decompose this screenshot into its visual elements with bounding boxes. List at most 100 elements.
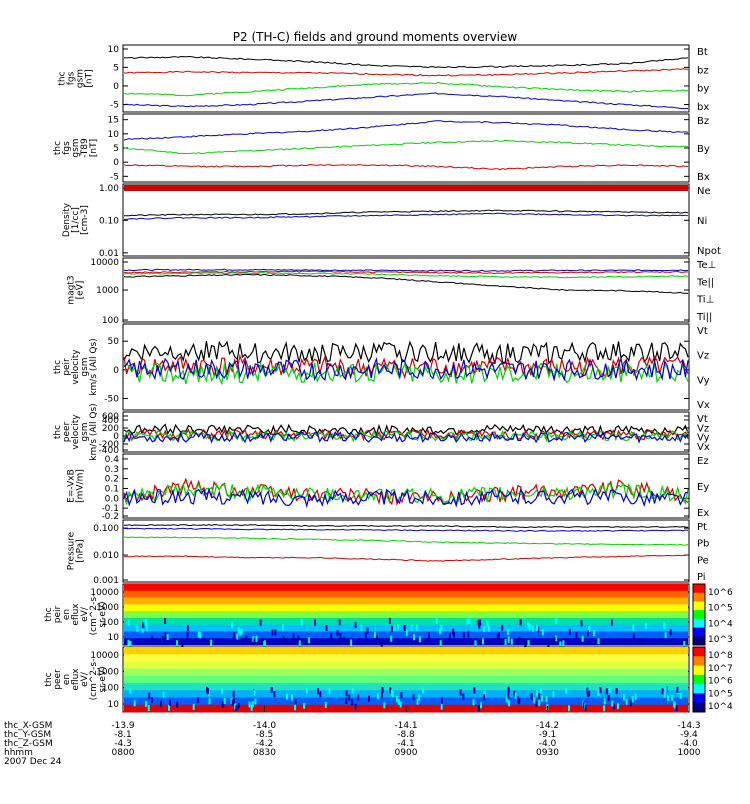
spectrogram-band [124, 697, 688, 706]
spectrogram-speck [251, 701, 254, 708]
spectrogram-speck [412, 634, 415, 641]
spectrogram-speck [669, 629, 672, 636]
spectrogram-speck [147, 705, 150, 712]
colorbar-segment [693, 584, 705, 594]
spectrogram-speck [440, 703, 443, 710]
panel-frame [122, 44, 690, 113]
spectrogram-speck [518, 637, 521, 644]
spectrogram-speck [397, 623, 400, 630]
spectrogram-speck [250, 704, 253, 711]
spectrogram-speck [545, 696, 548, 703]
spectrogram-speck [373, 631, 376, 638]
spectrogram-speck [290, 694, 293, 701]
series-line-Pi [123, 527, 689, 532]
spectrogram-speck [232, 690, 235, 697]
spectrogram-speck [507, 686, 510, 693]
spectrogram-speck [254, 698, 257, 705]
spectrogram-speck [129, 640, 132, 647]
spectrogram-speck [416, 698, 419, 705]
y-axis-label: E=-VxB [67, 469, 77, 503]
legend-entry: Ti⊥ [696, 295, 714, 306]
spectrogram-speck [422, 687, 425, 694]
colorbar-label: 10^5 [708, 689, 733, 699]
legend-entry: Ne [697, 186, 711, 197]
spectrogram-speck [239, 629, 242, 636]
panel-density: 1.00 0.10 0.01 Density [1/cc] [cm-3] Ne Ni Npot [62, 183, 721, 259]
spectrogram-speck [481, 638, 484, 645]
spectrogram-speck [230, 697, 233, 704]
spectrogram-speck [486, 620, 489, 627]
x-tick-label: -14.2 [536, 721, 559, 731]
spectrogram-speck [524, 641, 527, 648]
spectrogram-speck [679, 692, 682, 699]
colorbar-label: 10^7 [708, 664, 733, 674]
spectrogram-speck [611, 700, 614, 707]
spectrogram-speck [474, 640, 477, 647]
spectrogram-speck [282, 636, 285, 643]
x-tick-label: -8.1 [114, 730, 132, 740]
spectrogram-speck [568, 628, 571, 635]
colorbar-label: 10^4 [708, 619, 733, 629]
spectrogram-speck [527, 640, 530, 647]
series-line-Bx [123, 164, 689, 171]
spectrogram-speck [530, 693, 533, 700]
spectrogram-speck [292, 633, 295, 640]
legend-entry: Vz [697, 423, 709, 434]
colorbar-segment [693, 674, 705, 685]
spectrogram-speck [350, 639, 353, 646]
series-line-Vt [123, 340, 689, 365]
series-line-Npot [124, 212, 689, 220]
spectrogram-speck [399, 701, 402, 708]
y-tick-label: -400 [99, 446, 120, 456]
spectrogram-speck [531, 625, 534, 632]
spectrogram-speck [145, 625, 148, 632]
spectrogram-speck [252, 636, 255, 643]
spectrogram-speck [253, 689, 256, 696]
legend-entry: Vy [697, 375, 710, 386]
spectrogram-speck [176, 701, 179, 708]
spectrogram-speck [553, 637, 556, 644]
spectrogram-speck [234, 703, 237, 710]
spectrogram-speck [536, 625, 539, 632]
y-tick-label: 0.2 [105, 475, 119, 485]
colorbar-segment [693, 693, 705, 704]
spectrogram-speck [300, 619, 303, 626]
spectrogram-speck [259, 619, 262, 626]
series-line-by [123, 81, 689, 97]
spectrogram-speck [538, 699, 541, 706]
y-tick-label: 15 [108, 116, 119, 126]
spectrogram-speck [350, 699, 353, 706]
y-tick-label: 0 [113, 366, 119, 376]
spectrogram-speck [663, 691, 666, 698]
legend-entry: Vx [697, 400, 710, 411]
spectrogram-speck [248, 701, 251, 708]
spectrogram-speck [558, 638, 561, 645]
spectrogram-speck [337, 638, 340, 645]
spectrogram-speck [428, 632, 431, 639]
x-tick-label: -8.8 [397, 730, 415, 740]
y-tick-label: 0 [113, 82, 119, 92]
colorbar-segment [693, 665, 705, 676]
panel-peir-en-eflux: 10000 1000 100 10 thc peir en eflux eV/(cm^2-s-s… [44, 583, 733, 648]
y-tick-label: 5 [113, 63, 119, 73]
legend-entry: Vt [697, 414, 708, 425]
spectrogram-speck [644, 622, 647, 629]
x-tick-label: -4.1 [397, 739, 415, 749]
y-tick-label: 1.00 [99, 184, 119, 194]
y-tick-label: 0.10 [99, 216, 119, 226]
spectrogram-speck [506, 629, 509, 636]
y-tick-label: 1000 [96, 603, 119, 613]
legend-entry: Ez [697, 456, 709, 467]
spectrogram-speck [607, 695, 610, 702]
spectrogram-speck [581, 635, 584, 642]
spectrogram-speck [342, 637, 345, 644]
colorbar-frame [692, 646, 706, 713]
spectrogram-speck [232, 697, 235, 704]
spectrogram-speck [483, 694, 486, 701]
spectrogram-speck [368, 695, 371, 702]
spectrogram-speck [559, 641, 562, 648]
x-tick-label: -9.1 [539, 730, 557, 740]
y-axis-label: thc [44, 607, 54, 621]
plot-date: 2007 Dec 24 [4, 757, 62, 767]
x-tick-label: 0830 [253, 748, 276, 758]
